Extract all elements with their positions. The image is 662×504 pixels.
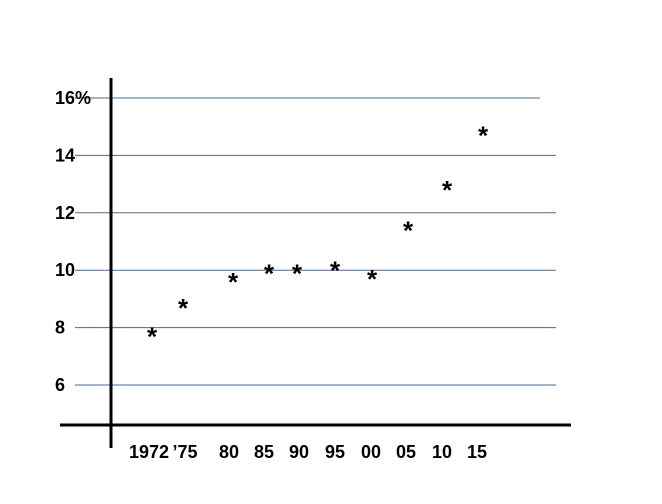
data-point: *	[367, 264, 378, 294]
data-point: *	[330, 255, 341, 285]
data-points: * * * * * * * * * *	[147, 121, 489, 352]
x-tick-label: 15	[467, 442, 487, 462]
data-point: *	[478, 121, 489, 151]
data-point: *	[228, 267, 239, 297]
data-point: *	[403, 215, 414, 245]
y-tick-label: 10	[55, 260, 75, 280]
y-tick-label: 14	[55, 145, 75, 165]
x-tick-label: 95	[325, 442, 345, 462]
y-tick-label: 8	[55, 318, 65, 338]
x-tick-label: 05	[396, 442, 416, 462]
y-tick-label: 16%	[55, 88, 91, 108]
x-tick-label: 00	[361, 442, 381, 462]
data-point: *	[442, 175, 453, 205]
x-tick-labels: 1972’75 80 85 90 95 00 05 10 15	[129, 442, 487, 462]
data-point: *	[264, 258, 275, 288]
x-tick-label: 85	[254, 442, 274, 462]
y-tick-labels: 6 8 10 12 14 16%	[55, 88, 91, 395]
gridlines	[75, 97, 556, 386]
x-tick-label: 80	[219, 442, 239, 462]
data-point: *	[147, 321, 158, 351]
x-tick-label: 1972	[129, 442, 169, 462]
x-tick-label: 10	[432, 442, 452, 462]
data-point: *	[292, 258, 303, 288]
y-tick-label: 6	[55, 375, 65, 395]
y-tick-label: 12	[55, 203, 75, 223]
x-tick-label: ’75	[172, 442, 197, 462]
x-tick-label: 90	[289, 442, 309, 462]
data-point: *	[178, 293, 189, 323]
